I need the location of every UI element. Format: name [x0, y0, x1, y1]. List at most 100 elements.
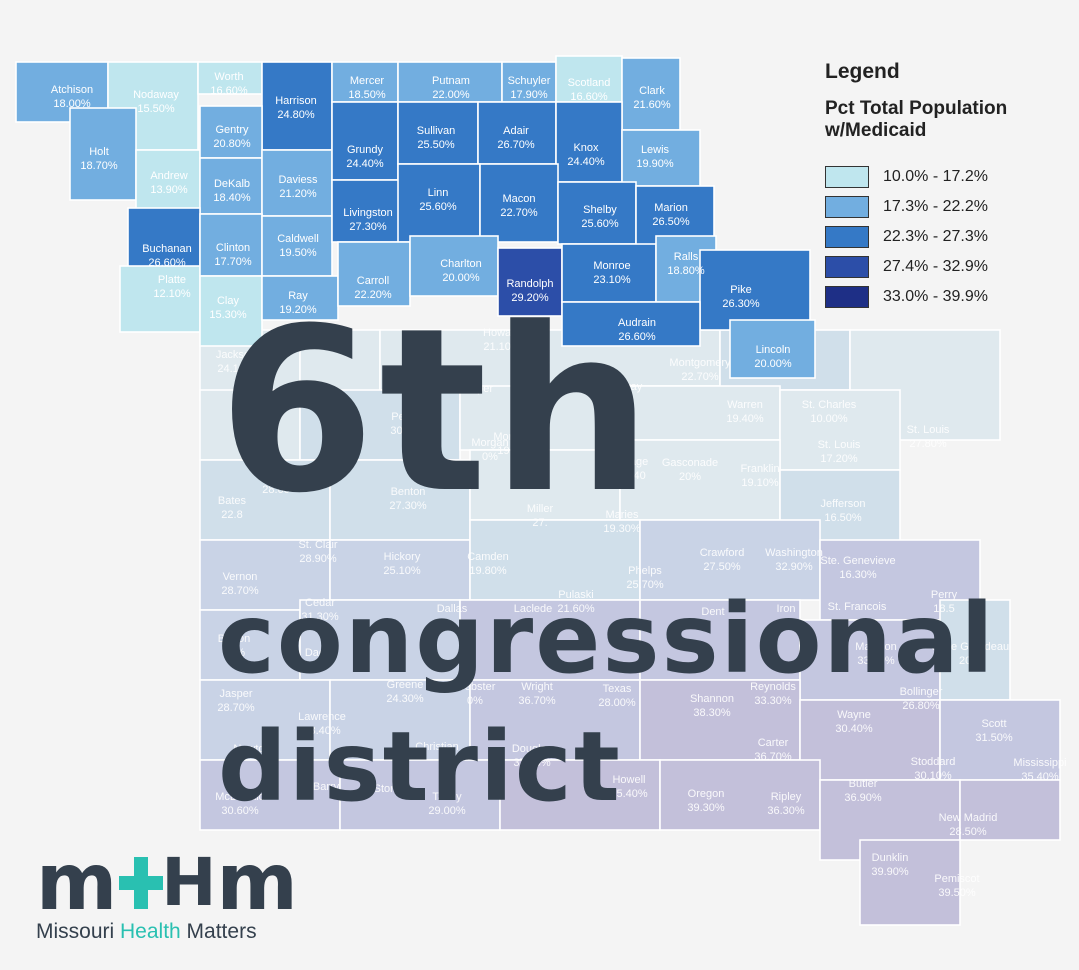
- county-name: Crawford: [700, 547, 745, 559]
- county-value: 22.70%: [500, 207, 538, 219]
- county-name: Miller: [527, 503, 554, 515]
- county-shape-south: [639, 679, 801, 761]
- county-name: Henry: [261, 470, 291, 482]
- county-name: Barry: [313, 781, 340, 793]
- county-value: 16.30%: [839, 569, 877, 581]
- county-name: Scotland: [568, 77, 611, 89]
- county-shape-south: [859, 839, 961, 926]
- county-value: 28.90%: [299, 553, 337, 565]
- county-name: Livingston: [343, 207, 393, 219]
- county-name: Dent: [701, 606, 724, 618]
- county-shape-south: [939, 699, 1061, 781]
- county-value: 30%: [223, 647, 245, 659]
- county-name: Mercer: [350, 75, 385, 87]
- legend-row: 17.3% - 22.2%: [825, 192, 1065, 222]
- county-value: 33.50%: [857, 655, 895, 667]
- county-shape-south: [199, 609, 301, 681]
- legend-label: 33.0% - 39.9%: [883, 288, 988, 305]
- county-value: 13.90%: [150, 184, 188, 196]
- county-name: Ste. Genevieve: [820, 555, 895, 567]
- county-name: Harrison: [275, 95, 317, 107]
- county-value: 26.30%: [722, 298, 760, 310]
- county-shape: [561, 301, 701, 347]
- county-name: Ralls: [674, 251, 699, 263]
- county-value: 27.80%: [909, 438, 947, 450]
- county-value: 28.60: [262, 484, 290, 496]
- county-name: Atchison: [51, 84, 93, 96]
- county-value: 22.20%: [354, 289, 392, 301]
- county-name: Andrew: [150, 170, 187, 182]
- county-name: Sullivan: [417, 125, 456, 137]
- county-name: Moniteau: [493, 431, 538, 443]
- county-name: Warren: [727, 399, 763, 411]
- legend-row: 22.3% - 27.3%: [825, 222, 1065, 252]
- county-value: 21.10%: [483, 341, 521, 353]
- county-value: 28.70%: [217, 702, 255, 714]
- county-name: Washington: [765, 547, 823, 559]
- county-name: Cape Girardeau: [931, 641, 1009, 653]
- county-name: Saline: [405, 331, 436, 343]
- county-shape-south: [639, 519, 821, 601]
- county-value: 26.60%: [618, 331, 656, 343]
- county-name: St. Louis: [818, 439, 861, 451]
- county-name: Lincoln: [756, 344, 791, 356]
- county-value: 20.00%: [754, 358, 792, 370]
- county-value: 16.60%: [570, 91, 608, 103]
- county-name: St. Louis: [907, 424, 950, 436]
- county-name: Caldwell: [277, 233, 319, 245]
- county-value: 12.10%: [153, 288, 191, 300]
- county-value: 28.40%: [303, 725, 341, 737]
- county-shape-south: [959, 779, 1061, 841]
- county-name: Dade: [305, 647, 331, 659]
- county-name: Dallas: [437, 603, 468, 615]
- county-name: Reynolds: [750, 681, 796, 693]
- county-name: Knox: [573, 142, 599, 154]
- county-name: Benton: [391, 486, 426, 498]
- county-value: 18.5: [933, 603, 954, 615]
- county-name: McDonald: [215, 791, 265, 803]
- county-name: Clinton: [216, 242, 250, 254]
- county-value: 39.30%: [687, 802, 725, 814]
- legend-swatch: [825, 166, 869, 188]
- county-name: Callaway: [598, 381, 643, 393]
- county-name: Stone: [374, 783, 403, 795]
- county-name: Holt: [89, 146, 109, 158]
- county-value: 19.10%: [741, 477, 779, 489]
- county-name: Howard: [483, 327, 521, 339]
- county-name: Johnson: [309, 401, 351, 413]
- county-name: Lewis: [641, 144, 670, 156]
- county-name: Platte: [158, 274, 186, 286]
- county-value: 17.20%: [820, 453, 858, 465]
- county-value: 30.40%: [835, 723, 873, 735]
- county-value: 39.50%: [938, 887, 976, 899]
- legend-label: 27.4% - 32.9%: [883, 258, 988, 275]
- logo-mark: m H m: [36, 838, 298, 928]
- county-value: 26.60%: [148, 257, 186, 269]
- county-shape-south: [469, 519, 641, 601]
- logo-letter-m2: m: [216, 838, 298, 928]
- county-name: Vernon: [223, 571, 258, 583]
- county-name: Ripley: [771, 791, 802, 803]
- county-shape: [621, 57, 681, 131]
- county-value: 25.10%: [383, 565, 421, 577]
- county-name: Douglas: [512, 743, 553, 755]
- county-name: Osage: [616, 456, 648, 468]
- county-value: 25.70%: [626, 579, 664, 591]
- county-shape: [199, 105, 263, 159]
- county-name: St. Clair: [298, 539, 337, 551]
- county-value: 28.50%: [949, 826, 987, 838]
- county-value: 18.50%: [348, 89, 386, 101]
- logo-name-part2: Matters: [180, 920, 257, 943]
- county-value: 16.60%: [210, 85, 248, 97]
- county-name: Jasper: [219, 688, 252, 700]
- county-value: 36.90%: [844, 792, 882, 804]
- legend-swatch: [825, 196, 869, 218]
- county-name: Morgan: [471, 437, 508, 449]
- county-value: 25.60%: [581, 218, 619, 230]
- county-value: 21.60%: [633, 99, 671, 111]
- county-value: 36.70%: [518, 695, 556, 707]
- county-value: 36.30%: [767, 805, 805, 817]
- county-shape-south: [939, 599, 1011, 701]
- logo-name-accent: Health: [120, 920, 181, 943]
- county-value: 19.50%: [279, 247, 317, 259]
